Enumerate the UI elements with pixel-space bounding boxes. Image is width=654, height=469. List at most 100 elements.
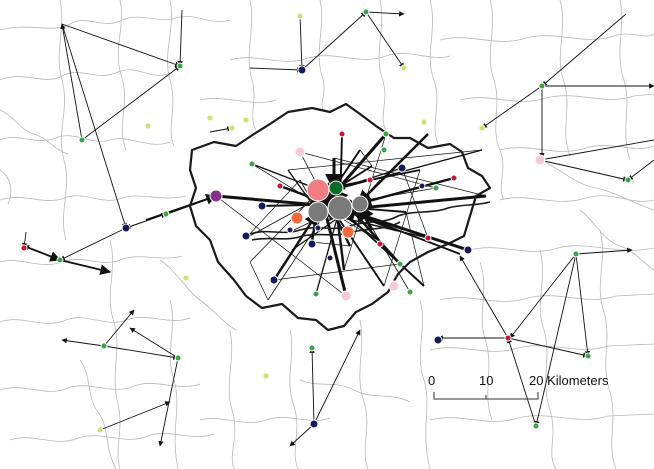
district-line-30: [499, 195, 654, 202]
node-marker-lime: [262, 372, 270, 380]
district-line-1: [0, 69, 169, 81]
flow-arrow: [356, 133, 429, 206]
district-line-4: [0, 255, 183, 265]
node-marker-dark-green: [328, 180, 344, 196]
flow-arrow: [313, 329, 361, 425]
district-line-22: [378, 0, 387, 131]
node-marker-green: [584, 352, 592, 360]
node-marker-green: [308, 344, 316, 352]
node-marker-green: [100, 342, 108, 350]
node-marker-green: [538, 82, 546, 90]
district-line-12: [169, 299, 179, 469]
district-line-11: [109, 239, 121, 469]
flow-arrow: [301, 11, 367, 71]
scale-line: [433, 392, 539, 400]
node-marker-red: [504, 334, 512, 342]
node-marker-navy: [326, 254, 334, 262]
district-line-21: [318, 0, 325, 113]
flow-arrow: [61, 23, 181, 67]
flow-arrow: [575, 247, 633, 255]
node-marker-gray: [351, 195, 369, 213]
district-line-36: [199, 98, 277, 103]
node-marker-green: [382, 130, 390, 138]
flow-arrow: [103, 309, 135, 347]
district-line-29: [499, 145, 654, 152]
node-marker-red: [376, 240, 384, 248]
district-line-14: [289, 329, 299, 469]
flow-arrow: [309, 347, 315, 425]
node-marker-green: [176, 62, 184, 70]
node-marker-green: [312, 290, 320, 298]
flow-arrow: [215, 195, 347, 297]
node-marker-gray: [307, 201, 329, 223]
flow-arrow: [249, 67, 303, 73]
flow-arrow: [539, 159, 629, 182]
district-line-27: [439, 33, 654, 42]
node-marker-green: [624, 176, 632, 184]
flow-arrow: [59, 227, 127, 261]
node-marker-navy: [309, 419, 319, 429]
flow-arrow: [103, 345, 179, 360]
district-line-6: [0, 383, 201, 392]
district-line-42: [299, 379, 411, 403]
node-marker-green: [248, 160, 256, 168]
district-line-10: [167, 0, 175, 147]
node-marker-lime: [478, 124, 486, 132]
flow-arrow: [273, 263, 401, 281]
flow-arrow: [481, 85, 543, 129]
district-line-15: [359, 319, 369, 469]
river-thames-lower: [251, 221, 401, 241]
node-marker-green: [532, 422, 540, 430]
flow-arrow: [365, 11, 405, 69]
node-marker-green: [56, 256, 64, 264]
flow-arrow: [81, 65, 181, 141]
flow-arrow: [249, 261, 269, 301]
district-line-16: [419, 299, 431, 469]
flow-arrow: [99, 401, 171, 431]
district-line-31: [469, 245, 654, 252]
node-marker-purple: [209, 189, 223, 203]
flow-arrow: [272, 210, 320, 281]
node-marker-red: [366, 176, 374, 184]
flow-arrow: [60, 23, 83, 141]
node-marker-lime: [206, 114, 214, 122]
district-line-35: [229, 53, 451, 62]
node-marker-red: [276, 182, 284, 190]
scale-label-0: 0: [428, 373, 435, 388]
flow-arrow: [59, 259, 112, 275]
flow-arrow: [359, 149, 373, 167]
flow-arrow: [539, 139, 654, 162]
node-marker-green: [162, 210, 170, 218]
flow-arrow: [249, 189, 321, 263]
flow-arrow: [129, 327, 179, 359]
river-thames: [249, 201, 491, 235]
flow-arrow: [365, 11, 405, 17]
node-marker-green: [396, 260, 404, 268]
district-line-18: [539, 249, 557, 469]
district-line-24: [489, 0, 505, 201]
node-marker-green: [380, 146, 388, 154]
flow-arrow: [405, 211, 425, 287]
district-line-8: [58, 0, 67, 241]
flow-arrow: [61, 23, 128, 229]
flow-arrow: [509, 253, 577, 339]
district-line-7: [9, 433, 215, 442]
node-marker-green: [572, 250, 580, 258]
flow-arrow: [459, 255, 509, 339]
district-line-9: [117, 0, 127, 151]
flow-arrow: [534, 253, 577, 427]
node-marker-salmon: [306, 178, 330, 202]
node-marker-orange: [290, 211, 304, 225]
node-marker-red: [450, 174, 458, 182]
node-marker-pink: [294, 146, 306, 158]
flow-arrow: [209, 126, 233, 133]
district-line-13: [228, 329, 236, 469]
node-marker-red: [20, 244, 28, 252]
flow-arrow: [575, 253, 591, 357]
node-marker-orange: [341, 225, 355, 239]
district-line-19: [599, 229, 617, 469]
district-line-28: [459, 93, 654, 102]
node-marker-red: [424, 234, 432, 242]
